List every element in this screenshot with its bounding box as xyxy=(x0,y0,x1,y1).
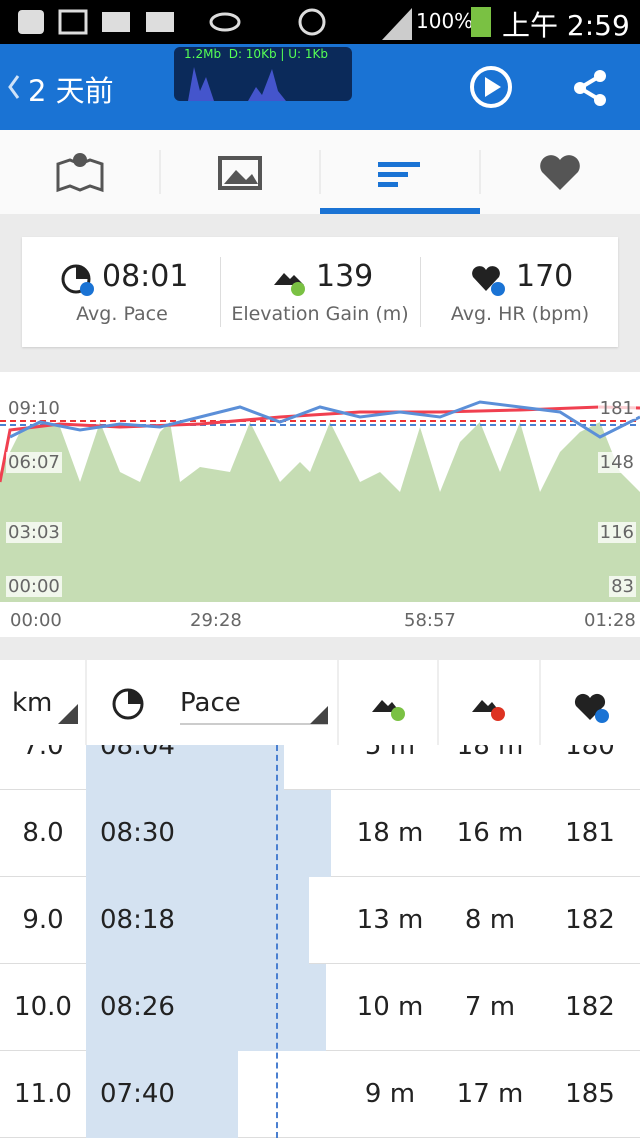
elevation-gain: 10 m xyxy=(356,992,424,1022)
elevation-loss: 18 m xyxy=(456,745,524,761)
split-row: 9.0 08:18 13 m 8 m 182 xyxy=(0,877,640,964)
chart-graphics xyxy=(0,400,640,602)
stats-card: 08:01 Avg. Pace 139 Elevation Gain (m) 1… xyxy=(22,237,618,347)
heart-rate: 181 xyxy=(565,818,615,848)
heart-rate: 185 xyxy=(565,1079,615,1109)
battery-text: 100% xyxy=(416,9,474,33)
split-row: 10.0 08:26 10 m 7 m 182 xyxy=(0,964,640,1051)
stat-label: Avg. Pace xyxy=(76,303,168,325)
split-row: 11.0 07:40 9 m 17 m 185 xyxy=(0,1051,640,1138)
pace: 08:04 xyxy=(100,745,175,761)
heart-rate: 182 xyxy=(565,992,615,1022)
split-row: 7.0 08:04 5 m 18 m 180 xyxy=(0,745,640,790)
stat-value: 08:01 xyxy=(102,259,189,294)
distance: 8.0 xyxy=(22,818,64,848)
x-axis-label: 58:57 xyxy=(402,610,458,631)
heart-rate: 180 xyxy=(565,745,615,761)
pace: 08:30 xyxy=(100,818,175,848)
app-bar: 2 天前 1.2Mb D: 10Kb | U: 1Kb xyxy=(0,44,640,130)
average-line xyxy=(276,745,278,1138)
status-bar: 100% 上午 2:59 xyxy=(0,0,640,44)
elevation-gain: 5 m xyxy=(364,745,416,761)
pace-bar xyxy=(86,964,326,1051)
heart-rate: 182 xyxy=(565,905,615,935)
right-axis-label: 148 xyxy=(597,452,636,473)
pace-bar xyxy=(86,790,331,877)
elevation-icon xyxy=(274,273,305,296)
status-icons xyxy=(18,8,326,36)
network-text: 1.2Mb D: 10Kb | U: 1Kb xyxy=(184,47,328,61)
stat-value: 139 xyxy=(316,259,374,294)
heart-icon xyxy=(472,266,505,296)
play-icon[interactable] xyxy=(468,64,514,110)
chart: 09:10 06:07 03:03 00:00 181 148 116 83 00:00 29:2… xyxy=(0,372,640,637)
tab-icons xyxy=(56,150,580,214)
elevation-loss: 17 m xyxy=(456,1079,524,1109)
pace: 08:18 xyxy=(100,905,175,935)
elevation-loss: 16 m xyxy=(456,818,524,848)
left-axis-label: 09:10 xyxy=(6,398,62,419)
x-axis-label: 00:00 xyxy=(8,610,64,631)
back-icon[interactable] xyxy=(6,72,22,102)
title[interactable]: 2 天前 xyxy=(28,74,114,108)
pace: 08:26 xyxy=(100,992,175,1022)
splits-list: 7.0 08:04 5 m 18 m 180 8.0 08:30 18 m 16 m 181 9.0… xyxy=(0,745,640,1138)
right-axis-label: 83 xyxy=(609,576,636,597)
pace: 07:40 xyxy=(100,1079,175,1109)
pace-column[interactable]: Pace xyxy=(180,688,241,718)
pace-icon xyxy=(61,264,94,296)
left-axis-label: 03:03 xyxy=(6,522,62,543)
x-axis-label: 29:28 xyxy=(188,610,244,631)
table-header: km Pace xyxy=(0,660,640,746)
elevation-gain: 13 m xyxy=(356,905,424,935)
stat-label: Avg. HR (bpm) xyxy=(450,303,590,325)
pace-bar xyxy=(86,745,284,790)
network-graph xyxy=(188,67,286,101)
pace-bar xyxy=(86,877,309,964)
x-axis-label: 01:28 xyxy=(582,610,638,631)
tab-bar xyxy=(0,130,640,214)
left-axis-label: 06:07 xyxy=(6,452,62,473)
battery-icon xyxy=(471,7,491,37)
distance-column[interactable]: km xyxy=(12,688,53,718)
network-widget: 1.2Mb D: 10Kb | U: 1Kb xyxy=(174,47,352,101)
pace-bar xyxy=(86,1051,238,1138)
stat-label: Elevation Gain (m) xyxy=(231,303,409,325)
distance: 7.0 xyxy=(22,745,64,761)
clock: 上午 2:59 xyxy=(502,9,630,42)
stat-value: 170 xyxy=(516,259,574,294)
header-icons xyxy=(58,660,609,745)
right-axis-label: 116 xyxy=(597,522,636,543)
elevation-gain: 9 m xyxy=(364,1079,416,1109)
distance: 9.0 xyxy=(22,905,64,935)
elevation-loss: 8 m xyxy=(464,905,516,935)
split-row: 8.0 08:30 18 m 16 m 181 xyxy=(0,790,640,877)
distance: 10.0 xyxy=(14,992,72,1022)
signal xyxy=(382,8,412,40)
right-axis-label: 181 xyxy=(597,398,636,419)
share-icon[interactable] xyxy=(570,68,610,108)
distance: 11.0 xyxy=(14,1079,72,1109)
elevation-loss: 7 m xyxy=(464,992,516,1022)
elevation-gain: 18 m xyxy=(356,818,424,848)
left-axis-label: 00:00 xyxy=(6,576,62,597)
